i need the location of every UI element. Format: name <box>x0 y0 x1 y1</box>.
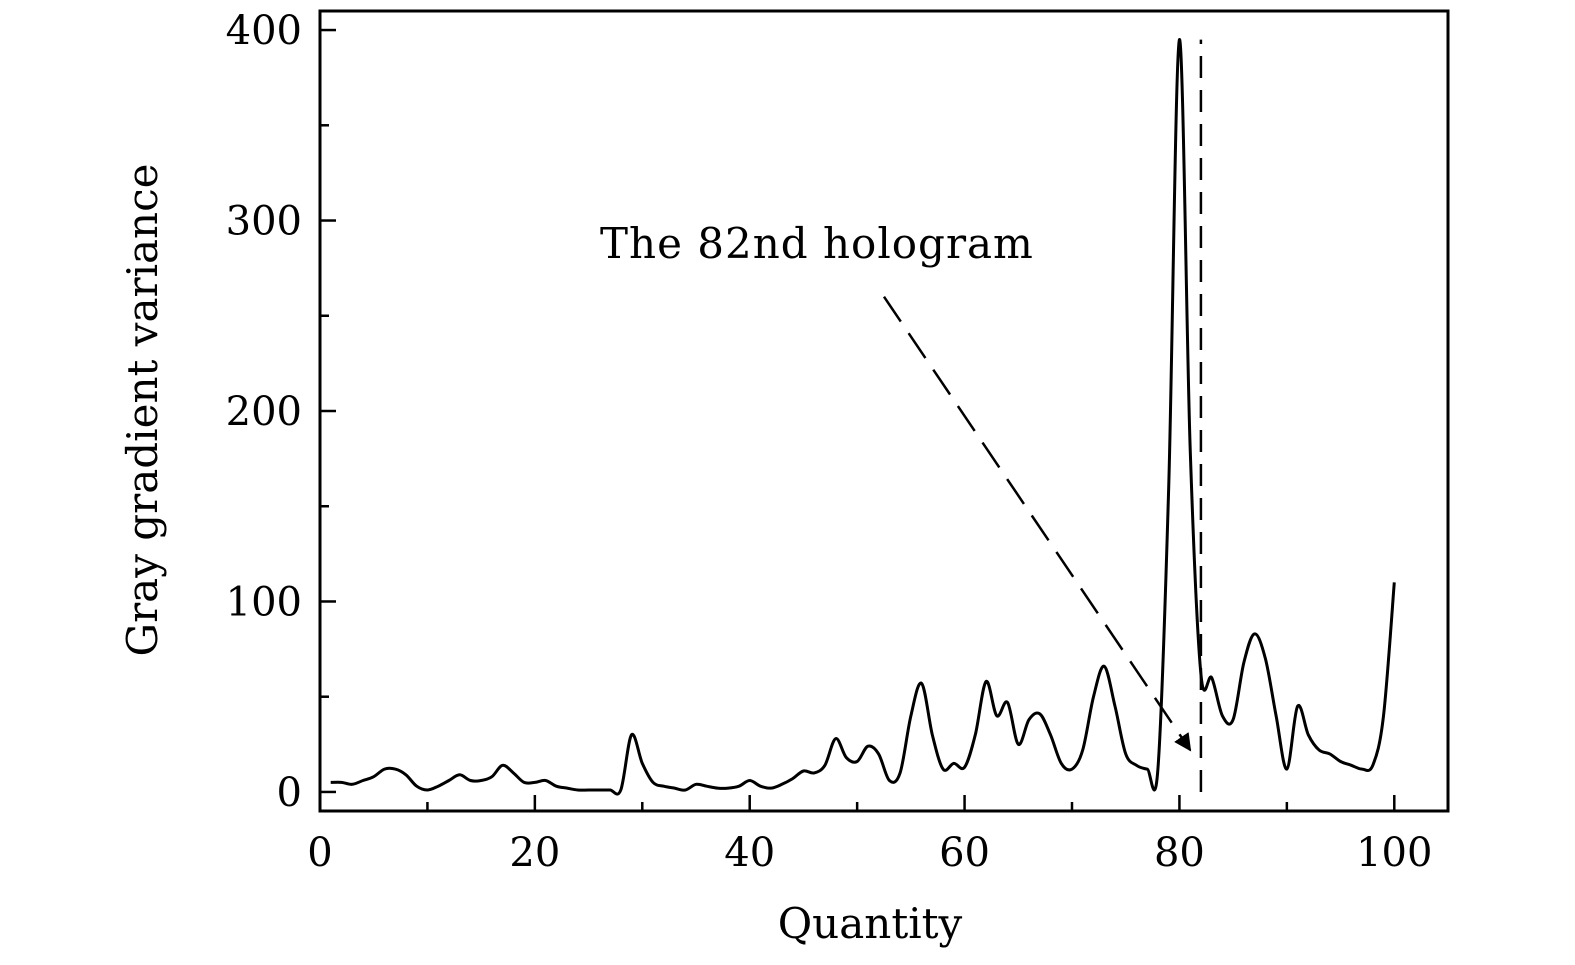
annotation-arrow <box>882 296 1192 752</box>
y-tick-label: 0 <box>277 770 302 816</box>
x-tick-label: 80 <box>1154 830 1205 876</box>
x-axis-title: Quantity <box>778 899 963 948</box>
annotation <box>882 39 1203 792</box>
plot-frame-rect <box>318 9 1450 813</box>
y-tick-label: 300 <box>226 199 302 245</box>
x-tick-label: 60 <box>939 830 990 876</box>
x-tick-label: 20 <box>509 830 560 876</box>
tick-labels: 0 20 40 60 80 100 0 100 200 300 400 <box>226 8 1433 876</box>
x-tick-label: 0 <box>307 830 332 876</box>
series-layer <box>330 38 1396 796</box>
annotation-label: The 82nd hologram <box>600 219 1034 268</box>
y-tick-label: 100 <box>226 579 302 625</box>
y-axis-title: Gray gradient variance <box>118 164 167 657</box>
series-line <box>330 38 1396 796</box>
y-tick-label: 200 <box>226 389 302 435</box>
axis-ticks <box>318 28 1396 811</box>
plot-frame <box>318 9 1450 813</box>
x-tick-label: 40 <box>724 830 775 876</box>
x-tick-label: 100 <box>1356 830 1432 876</box>
y-tick-label: 400 <box>226 8 302 54</box>
